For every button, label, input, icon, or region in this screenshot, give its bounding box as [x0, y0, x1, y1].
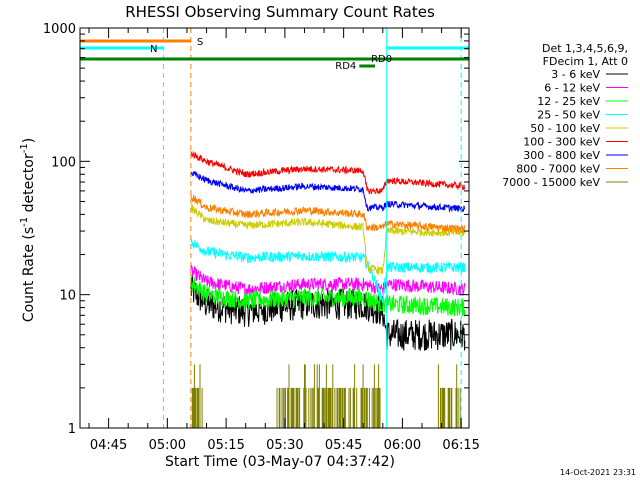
- y-axis-label-sup1: -1: [19, 217, 30, 227]
- legend-label-4: 25 - 50 keV: [537, 109, 600, 122]
- y-axis-label-sup2: -1: [19, 143, 30, 153]
- x-tick-label-1: 04:45: [90, 438, 127, 453]
- y-axis-label-main: Count Rate (s: [21, 227, 37, 322]
- legend-label-8: 800 - 7000 keV: [516, 163, 600, 176]
- x-tick-label-3: 05:15: [207, 438, 244, 453]
- state-bar-label-4: RD0: [371, 54, 392, 65]
- legend-label-1: 3 - 6 keV: [551, 68, 600, 81]
- legend-label-5: 50 - 100 keV: [530, 122, 600, 135]
- x-axis-label: Start Time (03-May-07 04:37:42): [165, 454, 395, 470]
- legend-header-1: Det 1,3,4,5,6,9,: [542, 42, 628, 55]
- x-tick-label-7: 06:15: [442, 438, 479, 453]
- x-tick-label-4: 05:30: [266, 438, 303, 453]
- legend: Det 1,3,4,5,6,9, FDecim 1, Att 0 3 - 6 k…: [502, 42, 628, 189]
- footer-date: 14-Oct-2021 23:31: [560, 468, 636, 477]
- plot-area: S N RD0 RD4: [80, 28, 469, 428]
- y-tick-label-3: 100: [51, 155, 76, 170]
- state-bar-label-5: RD4: [335, 61, 356, 72]
- series-line-2: [190, 264, 466, 297]
- x-tick-label-6: 06:00: [384, 438, 421, 453]
- y-tick-label-4: 1000: [43, 22, 76, 37]
- state-bar-label-1: S: [197, 37, 203, 48]
- series-line-6: [190, 150, 466, 195]
- state-bar-label-2: N: [150, 44, 157, 55]
- series-line-4: [190, 237, 466, 303]
- legend-label-3: 12 - 25 keV: [537, 95, 600, 108]
- y-tick-label-1: 1: [68, 422, 76, 437]
- legend-label-7: 300 - 800 keV: [523, 149, 600, 162]
- legend-label-6: 100 - 300 keV: [523, 136, 600, 149]
- series-line-3: [190, 276, 466, 317]
- y-tick-label-2: 10: [59, 289, 76, 304]
- chart-title: RHESSI Observing Summary Count Rates: [125, 3, 435, 21]
- y-axis-label-end: ): [21, 138, 37, 143]
- y-axis-label-mid: detector: [21, 153, 37, 217]
- series-line-5: [190, 203, 466, 276]
- x-axis: 04:45 05:00 05:15 05:30 05:45 06:00 06:15: [88, 28, 480, 453]
- legend-label-2: 6 - 12 keV: [544, 82, 600, 95]
- x-tick-label-5: 05:45: [325, 438, 362, 453]
- x-tick-label-2: 05:00: [149, 438, 186, 453]
- series-line-1: [190, 274, 466, 351]
- legend-header-2: FDecim 1, Att 0: [543, 55, 628, 68]
- y-axis: 1 10 100 1000: [43, 22, 469, 437]
- plot-frame: [79, 27, 470, 429]
- series-line-7: [190, 170, 466, 214]
- y-axis-label: Count Rate (s-1 detector-1): [19, 138, 37, 322]
- series-spikes: [191, 364, 461, 428]
- series-line-8: [190, 193, 466, 234]
- legend-label-9: 7000 - 15000 keV: [502, 176, 600, 189]
